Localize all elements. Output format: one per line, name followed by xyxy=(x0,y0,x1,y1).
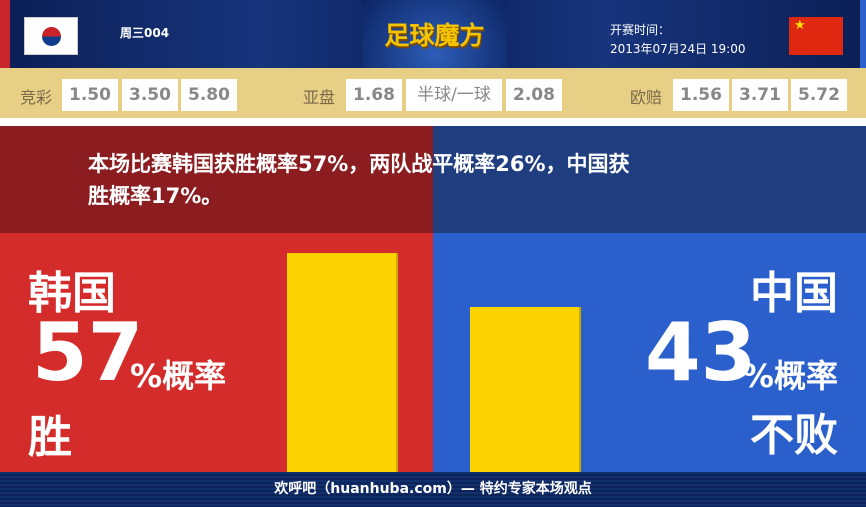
odds-value: 1.50 xyxy=(62,79,118,111)
away-percent: 43 xyxy=(645,306,757,399)
footer-banner: 欢呼吧（huanhuba.com）— 特约专家本场观点 xyxy=(0,472,866,507)
header-right-edge xyxy=(860,0,866,68)
home-percent: 57 xyxy=(32,306,144,399)
odds-label-yapan: 亚盘 xyxy=(303,88,336,107)
odds-value: 3.50 xyxy=(122,79,178,111)
home-outcome: 胜 xyxy=(28,412,72,463)
china-flag-icon: ★ xyxy=(789,17,843,55)
odds-label-jingcai: 竞彩 xyxy=(20,88,53,107)
kickoff-time: 2013年07月24日 19:00 xyxy=(610,42,746,56)
summary-left-bg xyxy=(0,126,433,233)
odds-value: 半球/一球 xyxy=(406,79,502,111)
away-percent-suffix: %概率 xyxy=(741,357,838,395)
away-outcome: 不败 xyxy=(750,410,838,461)
kickoff-label: 开赛时间： xyxy=(610,23,671,37)
odds-value: 3.71 xyxy=(732,79,788,111)
away-panel: 中国 43 %概率 不败 xyxy=(433,233,866,472)
odds-value: 2.08 xyxy=(506,79,562,111)
summary-line: 本场比赛韩国获胜概率57%，两队战平概率26%，中国获 xyxy=(88,152,630,176)
odds-bar: 竞彩 1.50 3.50 5.80 亚盘 1.68 半球/一球 2.08 欧赔 … xyxy=(0,68,866,118)
prediction-summary: 本场比赛韩国获胜概率57%，两队战平概率26%，中国获 胜概率17%。 xyxy=(88,148,788,212)
kickoff-info: 开赛时间： 2013年07月24日 19:00 xyxy=(610,21,745,59)
home-percent-suffix: %概率 xyxy=(130,357,227,395)
odds-value: 5.72 xyxy=(791,79,847,111)
summary-line: 胜概率17%。 xyxy=(88,184,223,208)
away-probability-bar xyxy=(470,306,581,472)
odds-value: 1.68 xyxy=(346,79,402,111)
logo-background xyxy=(362,0,507,68)
away-team-name: 中国 xyxy=(750,268,838,319)
logo: 足球魔方 xyxy=(384,21,485,50)
header-left-edge xyxy=(0,0,10,68)
odds-value: 1.56 xyxy=(673,79,729,111)
match-number: 周三004 xyxy=(120,26,170,40)
korea-flag-icon xyxy=(24,17,78,55)
odds-label-oupei: 欧赔 xyxy=(630,88,663,107)
home-probability-bar xyxy=(287,253,398,472)
home-team-name: 韩国 xyxy=(28,268,116,319)
summary-right-bg xyxy=(433,126,866,233)
home-panel: 韩国 57 %概率 胜 xyxy=(0,233,433,472)
odds-value: 5.80 xyxy=(181,79,237,111)
